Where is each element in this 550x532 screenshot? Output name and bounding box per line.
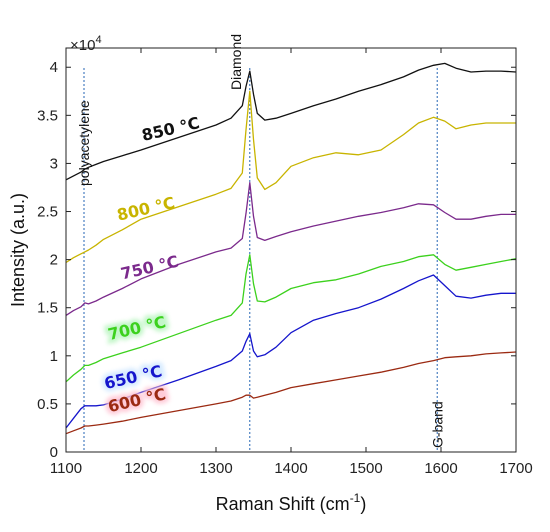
series-line xyxy=(65,351,517,435)
x-tick-label: 1700 xyxy=(499,460,532,477)
reference-labels: polyacetylene Diamond G-band xyxy=(76,34,445,448)
y-tick-label: 0.5 xyxy=(37,396,58,413)
y-tick-label: 0 xyxy=(50,444,58,461)
reference-label: Diamond xyxy=(228,34,244,90)
y-multiplier-exponent: 4 xyxy=(95,34,101,46)
plot-area xyxy=(66,48,516,452)
series-line xyxy=(65,182,516,316)
series-line xyxy=(65,254,517,383)
y-tick-label: 1.5 xyxy=(37,300,58,317)
x-axis-title: Raman Shift (cm-1) xyxy=(216,491,367,514)
y-multiplier: ×104 xyxy=(70,34,102,54)
x-axis-title-tail: ) xyxy=(360,494,366,514)
x-tick-label: 1100 xyxy=(50,460,82,477)
series-line xyxy=(65,62,517,181)
y-tick-label: 1 xyxy=(50,348,58,365)
reference-label: polyacetylene xyxy=(76,100,92,186)
y-axis-title: Intensity (a.u.) xyxy=(8,193,28,307)
series-layer xyxy=(65,62,517,435)
reference-label: G-band xyxy=(429,401,445,448)
y-tick-label: 2 xyxy=(50,252,58,269)
reference-lines xyxy=(83,68,438,452)
y-axis-ticks: 0 0.5 1 1.5 2 2.5 3 3.5 4 xyxy=(37,59,516,461)
x-axis-ticks: 1100 1200 1300 1400 1500 1600 1700 xyxy=(50,48,533,477)
x-tick-label: 1500 xyxy=(349,460,382,477)
x-tick-label: 1200 xyxy=(124,460,157,477)
x-tick-label: 1300 xyxy=(199,460,232,477)
y-tick-label: 4 xyxy=(50,59,58,76)
x-tick-label: 1400 xyxy=(274,460,307,477)
y-tick-label: 3.5 xyxy=(37,107,58,124)
y-tick-label: 3 xyxy=(50,155,58,172)
y-tick-label: 2.5 xyxy=(37,204,58,221)
series-line xyxy=(65,274,516,429)
series-line xyxy=(65,90,516,264)
x-axis-title-sup: -1 xyxy=(350,491,361,505)
x-tick-label: 1600 xyxy=(424,460,457,477)
